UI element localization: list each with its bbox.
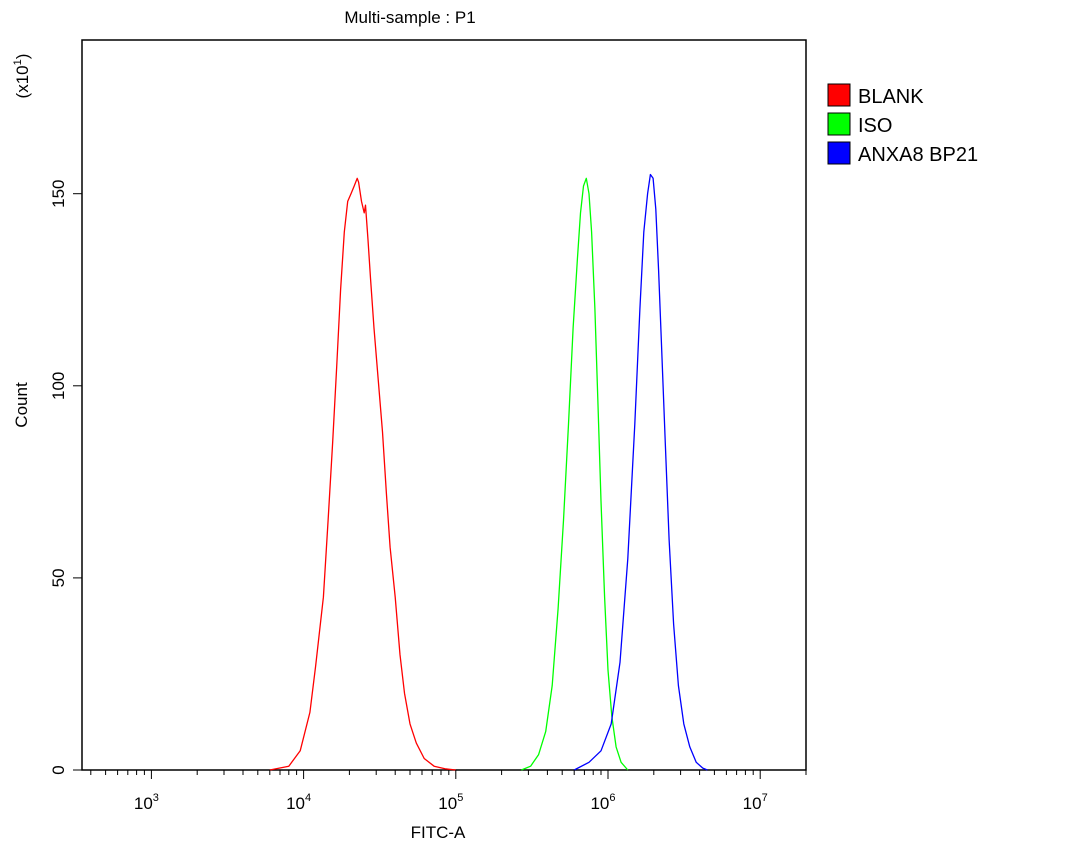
legend-label: ANXA8 BP21	[858, 144, 978, 166]
x-tick-base: 10	[590, 794, 609, 813]
x-tick-exp: 6	[609, 792, 615, 804]
y-multiplier-close: )	[13, 54, 32, 60]
legend-swatch-blank	[827, 83, 851, 107]
y-tick-label: 150	[49, 180, 68, 208]
x-tick-base: 10	[286, 794, 305, 813]
x-tick-exp: 7	[762, 792, 768, 804]
y-tick-label: 100	[49, 372, 68, 400]
x-tick-label: 105	[438, 792, 463, 813]
series-line-anxa8-bp21	[573, 173, 708, 771]
chart-title: Multi-sample : P1	[344, 8, 475, 27]
legend-swatch-iso	[827, 112, 851, 136]
x-tick-label: 103	[134, 792, 159, 813]
legend-label: BLANK	[858, 86, 924, 108]
x-tick-base: 10	[134, 794, 153, 813]
x-tick-exp: 3	[153, 792, 159, 804]
x-tick-label: 106	[590, 792, 615, 813]
series-layer	[269, 173, 708, 771]
legend-label: ISO	[858, 115, 892, 137]
series-line-blank	[269, 177, 456, 771]
y-multiplier-text: (x10	[13, 65, 32, 98]
x-tick-base: 10	[438, 794, 457, 813]
legend-swatch-anxa8-bp21	[827, 141, 851, 165]
x-tick-base: 10	[743, 794, 762, 813]
x-tick-label: 107	[743, 792, 768, 813]
y-tick-label: 50	[49, 568, 68, 587]
x-tick-exp: 4	[305, 792, 311, 804]
y-axis: 0 50 100 150	[49, 180, 82, 775]
y-multiplier-exp: 1	[12, 59, 24, 65]
series-line-iso	[521, 177, 629, 771]
x-tick-label: 104	[286, 792, 311, 813]
y-multiplier-label: (x101)	[12, 54, 32, 99]
legend: BLANK ISO ANXA8 BP21	[827, 83, 978, 166]
y-tick-label: 0	[49, 765, 68, 774]
y-axis-label: Count	[12, 382, 31, 428]
x-tick-exp: 5	[457, 792, 463, 804]
x-axis: 103 104 105 106 107	[90, 770, 807, 813]
x-axis-label: FITC-A	[411, 823, 466, 842]
plot-frame	[81, 39, 807, 771]
